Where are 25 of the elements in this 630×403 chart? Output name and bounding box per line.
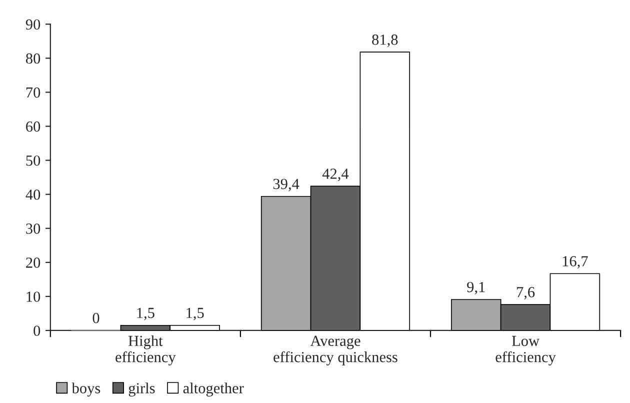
legend-label: altogether bbox=[183, 382, 244, 397]
data-label: 39,4 bbox=[273, 178, 300, 192]
data-label: 9,1 bbox=[467, 282, 485, 294]
legend-label: boys bbox=[72, 382, 100, 397]
data-label: 81,8 bbox=[372, 34, 398, 48]
y-tick-label: 40 bbox=[26, 189, 40, 200]
x-tick-label: Hight efficiency bbox=[116, 335, 176, 366]
y-tick-label: 50 bbox=[26, 155, 40, 166]
data-label: 1,5 bbox=[186, 308, 204, 320]
y-tick-label: 30 bbox=[26, 224, 40, 234]
y-tick-label: 20 bbox=[26, 258, 40, 268]
data-label: 42,4 bbox=[322, 168, 349, 182]
y-tick-label: 60 bbox=[26, 121, 40, 132]
x-tick-label: Low efficiency bbox=[496, 336, 556, 366]
legend-label: girls bbox=[128, 382, 155, 397]
y-tick-label: 90 bbox=[26, 19, 40, 30]
y-tick-label: 0 bbox=[34, 326, 40, 336]
data-label: 0 bbox=[92, 312, 100, 324]
x-tick-label: Average efficiency quickness bbox=[274, 336, 398, 366]
data-label: 7,6 bbox=[516, 287, 535, 300]
y-tick-label: 70 bbox=[26, 87, 40, 98]
data-label: 1,5 bbox=[137, 308, 154, 320]
data-label: 16,7 bbox=[562, 256, 588, 269]
y-tick-label: 10 bbox=[26, 292, 40, 302]
y-tick-label: 80 bbox=[26, 53, 40, 64]
